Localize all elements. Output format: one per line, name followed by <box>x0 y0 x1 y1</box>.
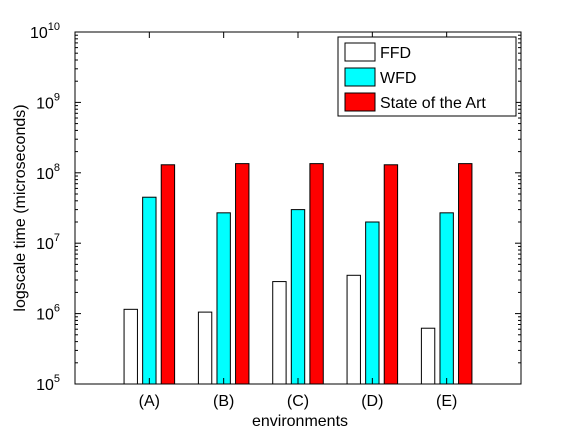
bar-ffd-e <box>420 327 436 385</box>
y-axis: 105 106 107 108 109 1010 <box>30 21 521 394</box>
y-tick-label: 107 <box>36 232 60 253</box>
legend-swatch-ffd <box>344 42 376 62</box>
bar-ffd-d <box>346 274 361 385</box>
x-axis-label: environments <box>252 413 348 430</box>
x-tick-label: (A) <box>139 393 160 410</box>
bar-state-of-the-art-a <box>160 164 176 385</box>
x-axis: (A) (B) (C) (D) (E) <box>139 32 457 410</box>
x-tick-label: (D) <box>361 393 383 410</box>
bar-state-of-the-art-c <box>309 163 324 385</box>
bar-wfd-e <box>439 212 454 385</box>
bar-wfd-a <box>142 196 157 385</box>
y-tick-label: 109 <box>36 91 60 112</box>
legend-swatch-state-of-the-art <box>344 92 376 112</box>
y-tick-label: 106 <box>36 303 60 324</box>
bar-ffd-a <box>123 308 138 385</box>
y-tick-label: 1010 <box>30 21 60 42</box>
y-tick-label: 105 <box>36 373 60 394</box>
bar-state-of-the-art-e <box>458 163 473 385</box>
bars-group <box>123 163 473 385</box>
bar-wfd-b <box>216 212 231 385</box>
x-tick-label: (E) <box>436 393 457 410</box>
bar-wfd-c <box>290 209 306 385</box>
legend: FFD WFD State of the Art <box>337 36 517 117</box>
legend-label-ffd: FFD <box>380 45 411 62</box>
bar-ffd-b <box>197 311 213 385</box>
legend-swatch-wfd <box>344 67 376 87</box>
legend-label-state-of-the-art: State of the Art <box>380 95 486 112</box>
x-tick-label: (C) <box>287 393 309 410</box>
bar-state-of-the-art-b <box>235 163 250 385</box>
y-axis-label: logscale time (microseconds) <box>12 104 29 311</box>
bar-state-of-the-art-d <box>383 164 399 385</box>
legend-label-wfd: WFD <box>380 70 416 87</box>
bar-wfd-d <box>365 221 380 385</box>
x-tick-label: (B) <box>213 393 234 410</box>
y-tick-label: 108 <box>36 162 60 183</box>
bar-ffd-c <box>272 281 287 385</box>
